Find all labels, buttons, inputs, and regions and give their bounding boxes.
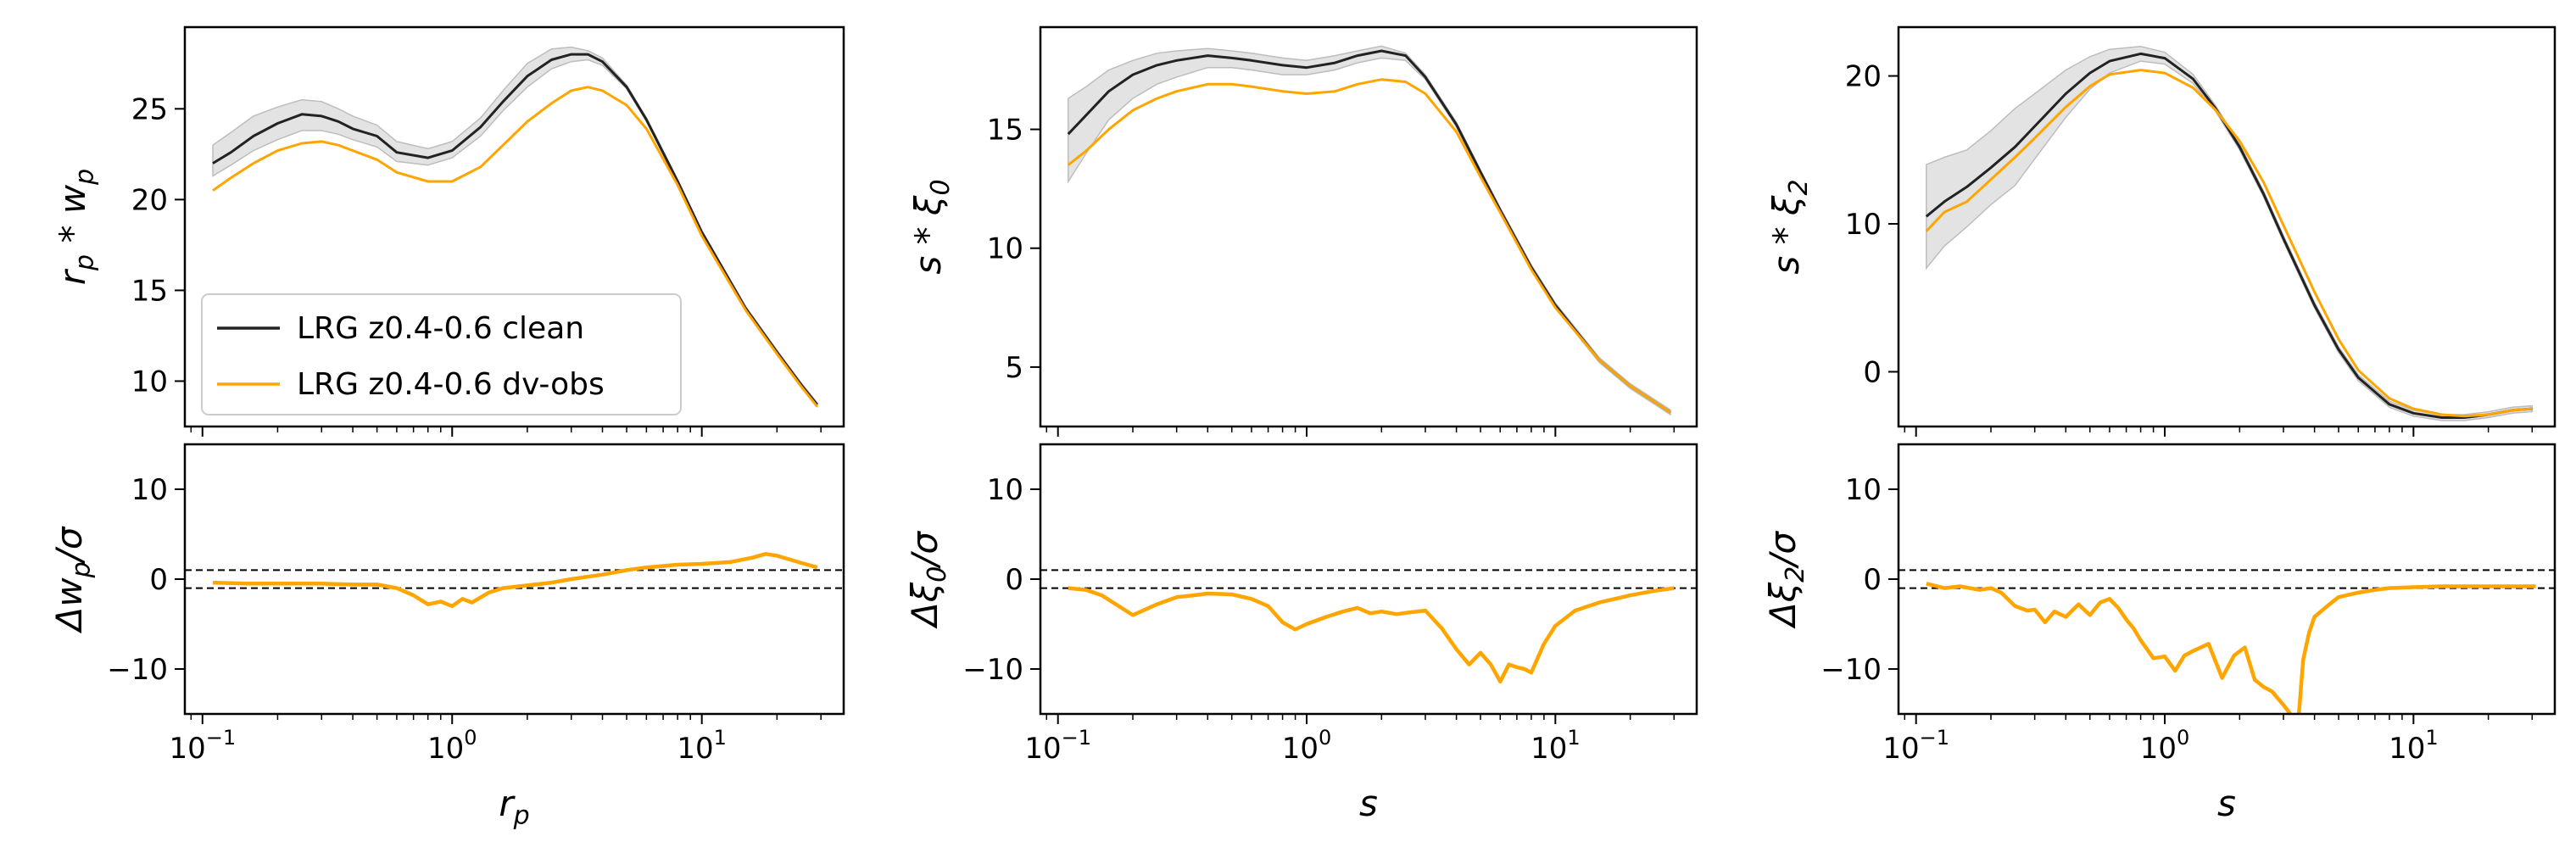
chart-panel-top-middle: 5 10 15 s * ξ0 (907, 25, 1698, 437)
plot-area (1040, 569, 1697, 684)
y-tick-label: 10 (987, 473, 1023, 507)
y-tick-label: 0 (1863, 563, 1882, 597)
chart-panel-top-left: 10 15 20 25 rp * wp (52, 25, 845, 437)
x-tick-label: 101 (1531, 726, 1581, 766)
axes-frame (1897, 443, 2556, 716)
y-tick-label: −10 (107, 653, 168, 687)
y-tick-label: −10 (962, 653, 1023, 687)
x-tick-label: 100 (2140, 726, 2190, 766)
error-band (1926, 45, 2534, 421)
x-axis-label: s (2217, 783, 2236, 824)
x-tick-label: 10−1 (169, 726, 236, 766)
y-tick-label: 10 (131, 365, 168, 399)
y-tick-label: 15 (131, 274, 168, 308)
plot-area (1925, 45, 2534, 421)
y-tick-label: −10 (1820, 653, 1882, 687)
series-line-dv-obs (1068, 586, 1675, 684)
x-axis-label: s (1359, 783, 1378, 824)
chart-panel-top-right: 0 10 20 s * ξ2 (1765, 25, 2556, 437)
plot-area (212, 46, 818, 409)
y-tick-label: 0 (149, 563, 168, 597)
axes-frame (1039, 25, 1698, 428)
legend-entry: LRG z0.4-0.6 clean (297, 311, 584, 346)
series-line-dv-obs (1926, 582, 2536, 714)
y-tick-label: 20 (131, 183, 168, 217)
series-line-dv-obs (1925, 69, 2533, 418)
error-band (1068, 45, 1671, 416)
y-axis-label: s * ξ2 (1765, 179, 1814, 274)
chart-panel-bottom-middle: 10−1 100 101 −10 0 10 Δξ0/σ s (904, 443, 1698, 824)
y-tick-label: 10 (987, 232, 1023, 266)
series-line-dv-obs (212, 552, 818, 609)
series-line-dv-obs (212, 86, 818, 408)
y-axis-label: Δξ2/σ (1762, 531, 1810, 629)
plot-area (185, 552, 844, 609)
x-tick-label: 100 (1282, 726, 1332, 766)
chart-panel-bottom-right: 10−1 100 101 −10 0 10 Δξ2/σ s (1762, 443, 2556, 824)
y-axis-label: s * ξ0 (907, 179, 956, 274)
axes-frame (1897, 25, 2556, 428)
x-tick-label: 10−1 (1882, 726, 1949, 766)
x-tick-label: 101 (677, 726, 727, 766)
axes-frame (183, 25, 845, 428)
legend: LRG z0.4-0.6 clean LRG z0.4-0.6 dv-obs (201, 293, 682, 415)
y-tick-label: 10 (1845, 473, 1882, 507)
x-tick-label: 101 (2389, 726, 2439, 766)
chart-panel-bottom-left: 10−1 100 101 −10 0 10 Δwp/σ rp (48, 443, 845, 831)
series-line-clean (1925, 52, 2533, 419)
y-tick-label: 0 (1005, 563, 1023, 597)
y-axis-label: Δξ0/σ (904, 531, 952, 629)
series-line-clean (1067, 49, 1671, 414)
axes-frame (1039, 443, 1698, 716)
y-tick-label: 25 (131, 92, 168, 126)
plot-area (1899, 569, 2555, 714)
y-axis-label: Δwp/σ (48, 526, 97, 633)
series-line-clean (212, 53, 818, 406)
x-tick-label: 100 (427, 726, 477, 766)
y-tick-label: 5 (1005, 351, 1023, 385)
y-tick-label: 10 (1845, 208, 1882, 242)
x-tick-label: 10−1 (1024, 726, 1091, 766)
legend-entry: LRG z0.4-0.6 dv-obs (297, 367, 605, 402)
axes-frame (183, 443, 845, 716)
y-tick-label: 0 (1863, 355, 1882, 389)
legend-box (201, 293, 682, 415)
y-tick-label: 15 (987, 114, 1023, 148)
plot-area (1067, 45, 1671, 416)
x-axis-label: rp (499, 783, 529, 831)
y-axis-label: rp * wp (52, 169, 100, 285)
y-tick-label: 10 (131, 473, 168, 507)
y-tick-label: 20 (1845, 60, 1882, 94)
series-line-dv-obs (1067, 78, 1671, 414)
